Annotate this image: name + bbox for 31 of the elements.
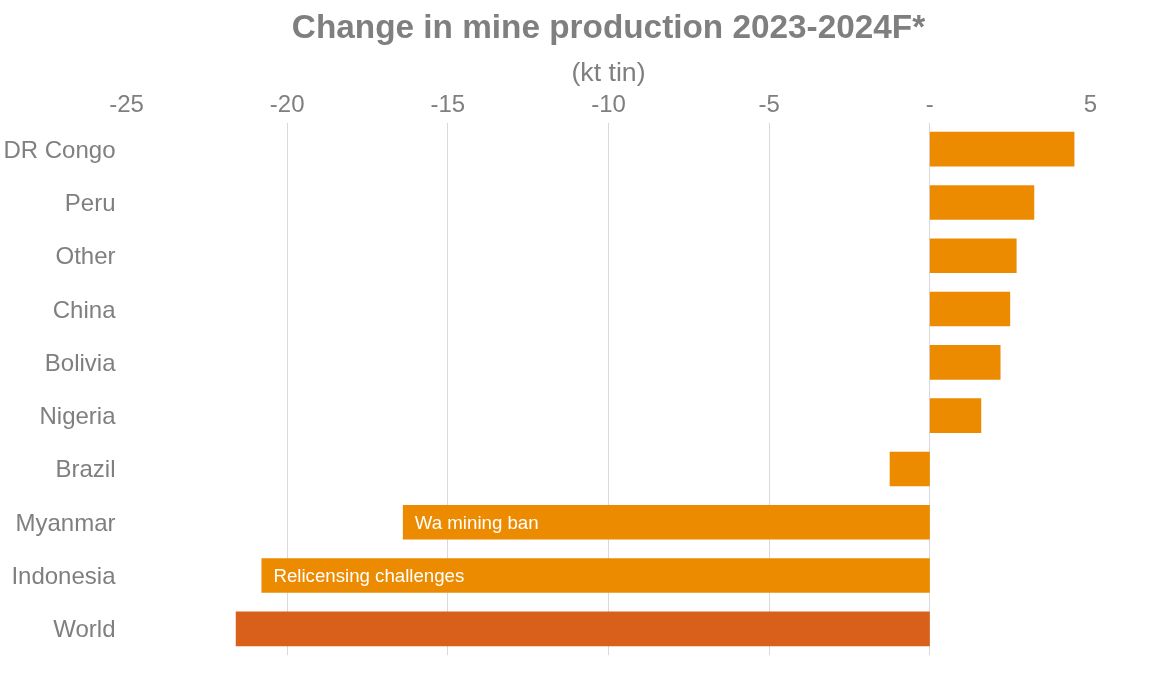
- bar: [929, 238, 1017, 274]
- chart-subtitle: (kt tin): [571, 56, 646, 87]
- y-tick-label: Brazil: [55, 455, 116, 483]
- x-tick-label: 5: [1083, 89, 1098, 117]
- y-tick-label: Bolivia: [44, 348, 117, 376]
- y-tick-label: DR Congo: [3, 135, 116, 163]
- bar: [889, 451, 930, 487]
- x-tick-label: -25: [109, 89, 144, 117]
- x-tick-label: -10: [591, 89, 626, 117]
- chart-title: Change in mine production 2023-2024F*: [291, 7, 926, 45]
- annotation: Wa mining ban: [414, 511, 539, 533]
- bar: [929, 345, 1001, 380]
- bar: [402, 504, 930, 540]
- bar: [929, 291, 1011, 327]
- x-tick-label: -5: [758, 89, 780, 117]
- y-tick-label: Other: [55, 242, 116, 270]
- y-tick-label: World: [53, 615, 116, 643]
- x-tick-label: -: [925, 89, 934, 117]
- x-tick-label: -20: [269, 89, 305, 117]
- y-tick-label: Nigeria: [39, 402, 117, 430]
- x-tick-label: -15: [430, 89, 466, 117]
- bar: [929, 398, 982, 433]
- y-tick-label: Myanmar: [15, 508, 116, 536]
- bar: [929, 185, 1035, 220]
- bar: [235, 611, 930, 647]
- bar: [261, 558, 930, 593]
- y-tick-label: Indonesia: [11, 562, 117, 590]
- y-tick-label: Peru: [64, 188, 116, 216]
- annotation: Relicensing challenges: [273, 565, 465, 587]
- bar: [929, 131, 1075, 167]
- y-tick-label: China: [52, 295, 117, 323]
